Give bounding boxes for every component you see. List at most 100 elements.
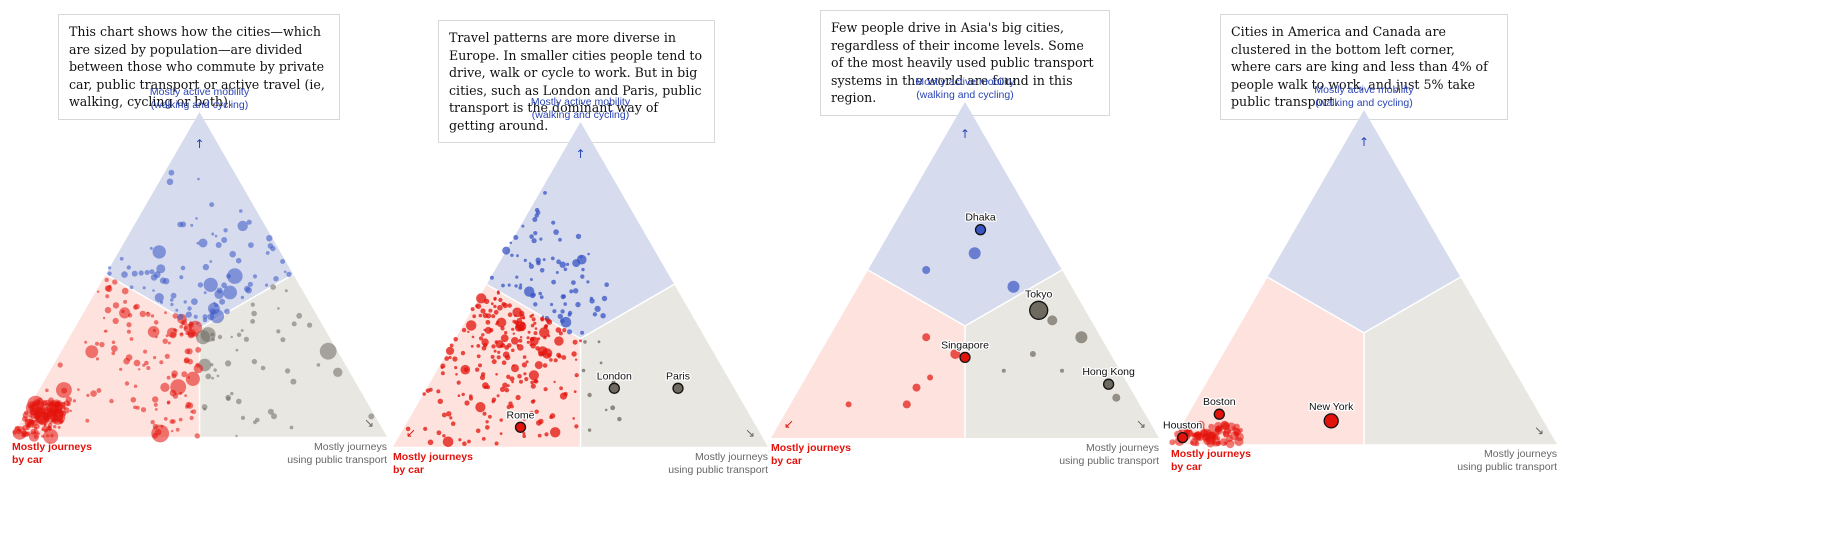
panel-asia: Few people drive in Asia's big cities, r…: [771, 0, 1277, 556]
city-point: [333, 367, 343, 377]
city-point: [140, 407, 147, 413]
city-point: [453, 337, 458, 342]
city-point: [440, 371, 445, 376]
city-point: [526, 336, 530, 340]
city-point: [181, 321, 185, 326]
city-point: [33, 434, 38, 439]
city-point: [171, 419, 176, 424]
city-point: [559, 386, 563, 391]
city-point: [533, 331, 538, 336]
city-point: [467, 330, 470, 334]
city-point: [518, 338, 523, 343]
city-point: [586, 280, 590, 284]
city-point: [139, 310, 146, 318]
city-point: [267, 408, 274, 415]
city-point: [574, 373, 579, 378]
city-point: [478, 363, 482, 368]
city-point: [543, 387, 548, 392]
city-point: [85, 418, 90, 423]
up-arrow-icon: ↑: [194, 137, 204, 151]
city-point: [159, 300, 164, 304]
city-point: [525, 360, 529, 364]
city-point: [29, 419, 36, 426]
public-transport-label-line1: Mostly journeys: [1484, 448, 1557, 461]
city-point: [254, 417, 260, 423]
city-point: [202, 263, 210, 271]
city-point: [450, 421, 456, 427]
city-point: [131, 270, 138, 277]
city-point: [179, 332, 184, 337]
city-point: [221, 237, 228, 243]
city-point: [504, 331, 508, 335]
city-point: [581, 368, 586, 373]
city-point: [501, 302, 506, 307]
city-point: [556, 259, 561, 265]
city-point: [470, 344, 474, 348]
city-point: [1192, 433, 1196, 437]
city-point: [463, 367, 469, 372]
city-point: [196, 330, 210, 345]
city-point: [187, 306, 192, 311]
city-point: [472, 314, 477, 319]
city-point: [555, 327, 562, 333]
city-point: [485, 425, 490, 430]
city-point: [205, 373, 212, 380]
highlighted-city-point: [1102, 378, 1115, 390]
transit-region: [965, 270, 1159, 439]
city-point: [49, 399, 64, 414]
city-point: [290, 378, 297, 385]
city-point: [471, 335, 475, 339]
car-journeys-label: Mostly journeys by car: [393, 451, 473, 477]
city-point: [550, 256, 555, 261]
city-point: [491, 314, 496, 319]
city-point: [442, 434, 446, 438]
city-point: [536, 420, 542, 426]
city-point: [1223, 441, 1228, 446]
city-point: [546, 353, 551, 357]
active-mobility-label-line1: Mostly active mobility: [149, 86, 250, 98]
city-point: [446, 411, 452, 417]
city-point: [85, 345, 99, 359]
city-point: [536, 260, 541, 264]
city-point: [126, 329, 131, 334]
city-point: [265, 251, 270, 255]
panel-europe: Travel patterns are more diverse in Euro…: [393, 0, 895, 556]
city-point: [43, 428, 48, 433]
city-point: [53, 425, 57, 429]
city-point: [422, 392, 426, 396]
car-journeys-label-line1: Mostly journeys: [771, 442, 851, 454]
city-point: [549, 358, 553, 362]
city-point: [454, 366, 458, 370]
city-point: [481, 437, 486, 441]
city-point: [1226, 439, 1235, 449]
city-point: [124, 381, 130, 386]
city-point: [286, 271, 292, 278]
city-point: [211, 232, 215, 236]
city-point: [142, 286, 146, 290]
city-point: [502, 351, 510, 359]
city-point: [123, 299, 128, 304]
city-point: [1194, 422, 1199, 426]
city-point: [507, 384, 510, 387]
city-point: [547, 334, 551, 338]
city-point: [558, 237, 562, 242]
city-point: [152, 396, 159, 403]
city-point: [185, 371, 200, 386]
city-point: [169, 389, 177, 397]
city-point: [542, 258, 546, 262]
city-point: [580, 330, 585, 335]
city-point: [514, 284, 518, 288]
city-point: [491, 399, 495, 404]
city-point: [236, 398, 242, 405]
city-point: [119, 367, 123, 371]
city-point: [239, 209, 243, 213]
city-point: [245, 287, 252, 294]
city-point: [112, 279, 118, 285]
city-point: [1214, 425, 1222, 433]
city-point: [195, 217, 198, 220]
city-point: [483, 298, 490, 304]
city-point: [1208, 423, 1215, 430]
city-point: [530, 323, 535, 328]
city-point: [193, 314, 198, 319]
city-point: [172, 313, 179, 319]
